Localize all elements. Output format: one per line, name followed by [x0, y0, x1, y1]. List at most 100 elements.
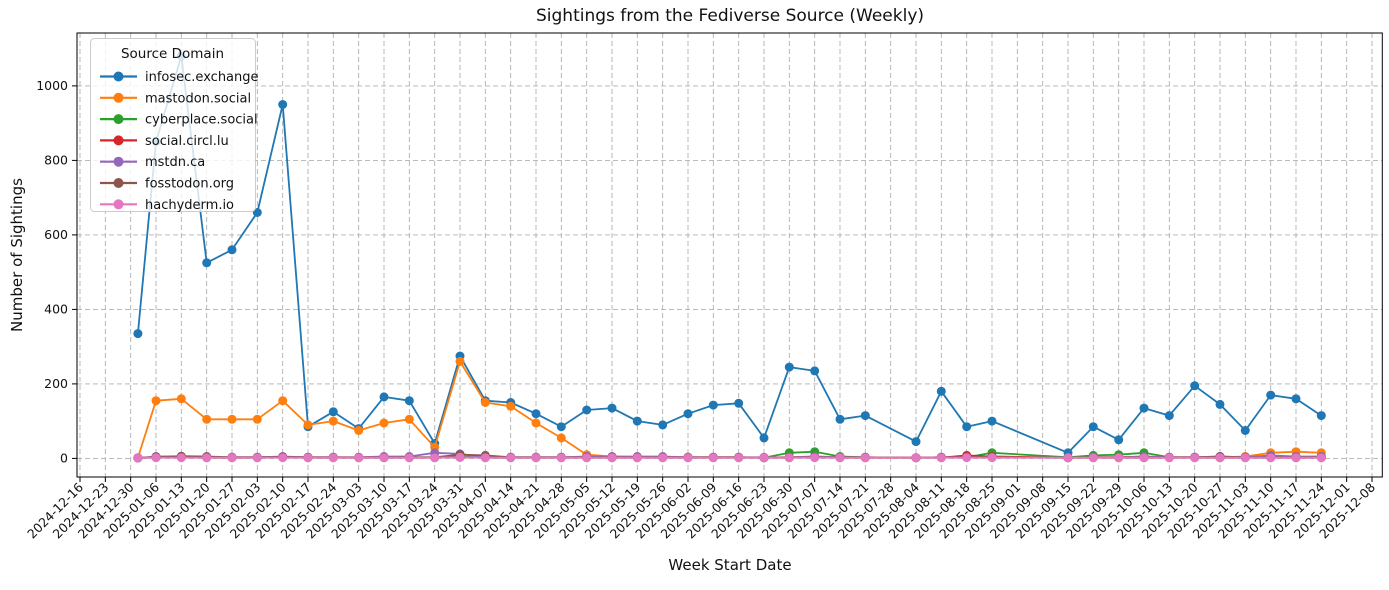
- data-point: [354, 453, 364, 463]
- data-point: [987, 416, 997, 426]
- data-point: [455, 452, 465, 462]
- legend-marker-icon: [113, 92, 124, 103]
- y-ticks: 0 200 400 600 800 1000: [36, 78, 77, 466]
- data-point: [658, 453, 668, 463]
- data-point: [1240, 453, 1250, 463]
- data-point: [455, 357, 465, 366]
- data-point: [1316, 453, 1326, 463]
- data-point: [759, 433, 769, 443]
- data-point: [911, 453, 921, 463]
- plot-border: [76, 32, 1383, 478]
- y-tick-label: 0: [60, 451, 68, 466]
- data-point: [708, 400, 718, 410]
- data-point: [1114, 435, 1124, 445]
- data-point: [1114, 453, 1124, 463]
- legend-entry-hachyderm.io: hachyderm.io: [100, 198, 234, 213]
- y-tick-label: 400: [44, 302, 68, 317]
- data-point: [1164, 411, 1174, 421]
- data-point: [278, 396, 288, 406]
- data-point: [328, 453, 338, 463]
- data-point: [734, 398, 744, 408]
- legend-marker-icon: [113, 114, 124, 125]
- y-tick-label: 1000: [36, 78, 68, 93]
- x-axis-label: Week Start Date: [668, 556, 792, 574]
- data-point: [430, 453, 440, 463]
- data-point: [506, 453, 516, 463]
- data-point: [683, 453, 693, 463]
- data-point: [404, 453, 414, 463]
- legend-entry-cyberplace.social: cyberplace.social: [100, 113, 258, 128]
- data-point: [784, 453, 794, 463]
- data-point: [759, 453, 769, 463]
- data-point: [227, 414, 237, 424]
- data-point: [1190, 453, 1200, 463]
- legend-entry-mstdn.ca: mstdn.ca: [100, 155, 205, 170]
- data-point: [962, 453, 972, 463]
- legend-marker-icon: [113, 178, 124, 188]
- data-point: [1164, 453, 1174, 463]
- legend-entry-infosec.exchange: infosec.exchange: [100, 70, 259, 85]
- legend-title: Source Domain: [121, 46, 224, 62]
- data-point: [151, 396, 161, 406]
- data-point: [582, 453, 592, 463]
- legend-box: [90, 38, 256, 212]
- data-point: [810, 366, 820, 376]
- legend-label: social.circl.lu: [145, 134, 229, 149]
- data-point: [556, 433, 566, 443]
- data-point: [962, 422, 972, 432]
- data-point: [278, 453, 288, 463]
- data-point: [202, 453, 212, 463]
- legend-label: infosec.exchange: [145, 70, 259, 85]
- data-point: [202, 258, 212, 268]
- data-point: [556, 453, 566, 463]
- data-point: [227, 453, 237, 463]
- data-point: [835, 453, 845, 463]
- data-point: [176, 453, 186, 463]
- data-point: [531, 453, 541, 463]
- data-point: [133, 329, 143, 339]
- data-point: [303, 420, 313, 430]
- series-hachyderm.io: [133, 452, 1326, 463]
- data-point: [911, 437, 921, 447]
- legend-marker-icon: [113, 135, 124, 146]
- legend-entry-mastodon.social: mastodon.social: [100, 91, 251, 106]
- data-point: [531, 409, 541, 419]
- data-point: [1266, 453, 1276, 463]
- data-point: [683, 409, 693, 419]
- legend-marker-icon: [113, 71, 124, 82]
- data-point: [936, 386, 946, 396]
- data-point: [202, 414, 212, 424]
- legend-label: mastodon.social: [145, 91, 251, 106]
- data-point: [1240, 426, 1250, 435]
- grid: [77, 33, 1383, 477]
- data-point: [379, 418, 389, 428]
- data-point: [1063, 453, 1073, 463]
- data-point: [506, 401, 516, 411]
- data-point: [404, 414, 414, 424]
- data-point: [303, 453, 313, 463]
- legend-marker-icon: [113, 199, 124, 210]
- data-point: [480, 398, 490, 407]
- legend-label: hachyderm.io: [145, 198, 234, 213]
- data-point: [278, 100, 288, 109]
- series-infosec.exchange: [133, 51, 1326, 458]
- data-point: [1291, 394, 1301, 404]
- data-point: [252, 414, 262, 424]
- data-point: [734, 453, 744, 463]
- data-point: [328, 407, 338, 417]
- data-point: [404, 396, 414, 406]
- data-point: [1266, 390, 1276, 400]
- data-point: [252, 453, 262, 463]
- legend-label: fosstodon.org: [145, 177, 234, 192]
- data-point: [354, 426, 364, 435]
- data-point: [1291, 453, 1301, 463]
- data-point: [151, 453, 161, 463]
- y-tick-label: 200: [44, 376, 68, 391]
- data-point: [1215, 399, 1225, 409]
- chart-title: Sightings from the Fediverse Source (Wee…: [535, 6, 925, 26]
- y-tick-label: 800: [44, 153, 68, 168]
- data-point: [658, 420, 668, 430]
- legend: Source Domain infosec.exchange mastodon.so…: [90, 38, 259, 213]
